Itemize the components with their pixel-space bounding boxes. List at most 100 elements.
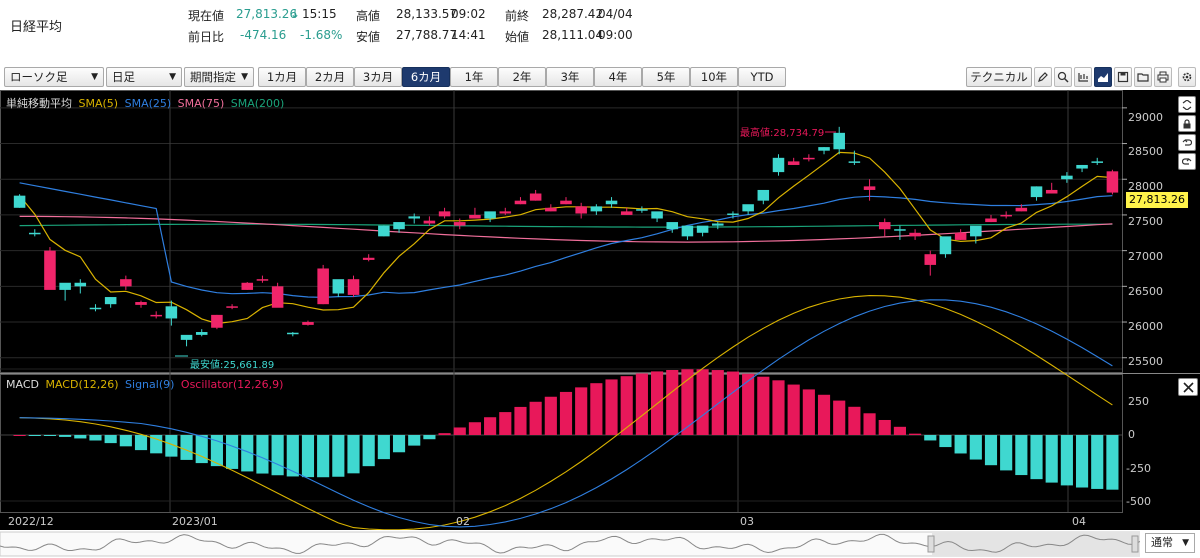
- oscillator-bar: [195, 435, 208, 464]
- sma5-legend: SMA(5): [78, 97, 119, 110]
- low-value: 27,788.77: [396, 28, 458, 42]
- candle-body: [651, 211, 663, 219]
- oscillator-bar: [119, 435, 132, 447]
- candle-body: [1091, 161, 1104, 163]
- range-button-6m[interactable]: 6カ月: [402, 67, 450, 87]
- candle: [226, 304, 238, 310]
- range-button-ytd[interactable]: YTD: [738, 67, 786, 87]
- candle-body: [256, 279, 269, 281]
- candle: [970, 225, 982, 244]
- oscillator-bar: [863, 413, 876, 435]
- range-button-3y[interactable]: 3年: [546, 67, 594, 87]
- oscillator-bar: [635, 373, 648, 435]
- mode-select[interactable]: 通常 ▼: [1145, 533, 1195, 553]
- lock-icon[interactable]: [1178, 115, 1196, 132]
- candle: [438, 207, 451, 219]
- print-icon[interactable]: [1154, 67, 1172, 87]
- range-button-1y[interactable]: 1年: [450, 67, 498, 87]
- close-icon[interactable]: [1178, 378, 1198, 396]
- oscillator-bar: [180, 435, 193, 460]
- open-label: 始値: [505, 30, 530, 44]
- candle: [120, 275, 132, 290]
- range-navigator[interactable]: 通常 ▼: [0, 530, 1200, 558]
- maximize-icon[interactable]: [1178, 96, 1196, 113]
- chart-area[interactable]: 単純移動平均 SMA(5) SMA(25) SMA(75) SMA(200) M…: [0, 90, 1200, 530]
- oscillator-bar: [301, 435, 315, 478]
- chevron-down-icon: ▼: [169, 72, 176, 82]
- last-price-tag: 27,813.26: [1126, 192, 1188, 208]
- candle-body: [560, 200, 572, 205]
- candle-body: [453, 222, 466, 226]
- chart-canvas[interactable]: [0, 90, 1200, 530]
- candle: [772, 154, 785, 176]
- range-button-10y[interactable]: 10年: [690, 67, 738, 87]
- oscillator-bar: [909, 433, 922, 435]
- oscillator-bar: [575, 387, 588, 435]
- prev-close-label: 前終: [505, 9, 530, 23]
- bar-chart-icon[interactable]: [1074, 67, 1092, 87]
- candle: [484, 211, 496, 223]
- oscillator-bar: [241, 435, 254, 472]
- candle-body: [605, 200, 618, 205]
- range-button-1m[interactable]: 1カ月: [258, 67, 306, 87]
- candle-body: [666, 222, 679, 230]
- redo-icon[interactable]: [1178, 153, 1196, 170]
- undo-icon[interactable]: [1178, 134, 1196, 151]
- oscillator-bar: [1030, 435, 1043, 480]
- save-icon[interactable]: [1114, 67, 1132, 87]
- range-button-4y[interactable]: 4年: [594, 67, 642, 87]
- candle: [863, 179, 876, 201]
- range-button-5y[interactable]: 5年: [642, 67, 690, 87]
- change-label: 前日比: [188, 30, 225, 44]
- technical-button[interactable]: テクニカル: [966, 67, 1032, 87]
- open-value: 28,111.04: [542, 28, 604, 42]
- oscillator-bar: [484, 417, 497, 435]
- interval-select[interactable]: 日足 ▼: [106, 67, 182, 87]
- oscillator-bar: [59, 435, 72, 437]
- macd-tick-0: 0: [1128, 428, 1135, 441]
- sma75-line: [19, 215, 1113, 243]
- oscillator-bar: [711, 370, 724, 435]
- candle-body: [545, 207, 557, 212]
- range-button-3m[interactable]: 3カ月: [354, 67, 402, 87]
- chevron-down-icon: ▼: [91, 72, 98, 82]
- folder-icon[interactable]: [1134, 67, 1152, 87]
- navigator-left-handle[interactable]: [927, 535, 935, 553]
- candle-body: [1030, 186, 1043, 198]
- sma200-legend: SMA(200): [230, 97, 285, 110]
- candle-body: [1045, 189, 1058, 194]
- low-time: 14:41: [451, 28, 486, 42]
- period-select[interactable]: 期間指定 ▼: [184, 67, 254, 87]
- sma-legend-title: 単純移動平均: [6, 97, 72, 110]
- oscillator-bar: [802, 389, 815, 435]
- range-button-2m[interactable]: 2カ月: [306, 67, 354, 87]
- candle-body: [317, 268, 329, 305]
- oscillator-bar: [1106, 435, 1119, 490]
- macd-tick-minus-500: -500: [1126, 495, 1151, 508]
- oscillator-bar: [43, 435, 57, 436]
- oscillator-bar: [1060, 435, 1073, 486]
- oscillator-bar: [893, 426, 906, 435]
- down-arrow-icon: ↓: [290, 7, 301, 21]
- chart-type-select[interactable]: ローソク足 ▼: [4, 67, 104, 87]
- candle-body: [575, 206, 587, 214]
- macd-tick-250: 250: [1128, 395, 1149, 408]
- candle-body: [180, 334, 193, 340]
- x-tick-2023-01: 2023/01: [172, 515, 218, 528]
- area-chart-icon[interactable]: [1094, 67, 1112, 87]
- candle: [545, 204, 557, 212]
- candle: [757, 189, 770, 205]
- oscillator-bar: [1015, 435, 1028, 476]
- pencil-icon[interactable]: [1034, 67, 1052, 87]
- candle-body: [894, 229, 906, 231]
- range-button-2y[interactable]: 2年: [498, 67, 546, 87]
- y-tick-26500: 26500: [1128, 285, 1163, 298]
- oscillator-bar: [666, 369, 679, 435]
- navigator-right-handle[interactable]: [1131, 535, 1139, 553]
- candle: [89, 304, 102, 312]
- candle: [575, 202, 587, 219]
- zoom-icon[interactable]: [1054, 67, 1072, 87]
- oscillator-bar: [499, 412, 512, 435]
- oscillator-bar: [317, 435, 330, 478]
- settings-icon[interactable]: [1178, 67, 1196, 87]
